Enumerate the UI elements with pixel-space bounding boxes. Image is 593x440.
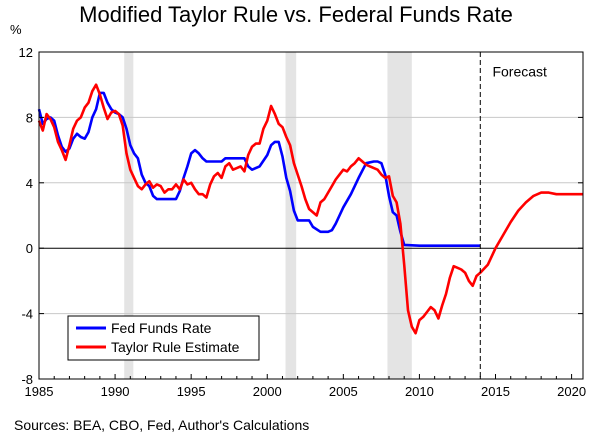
series-line-fed-funds (37, 91, 481, 247)
y-tick-label: 4 (26, 176, 33, 191)
y-unit-label: % (10, 22, 22, 37)
x-tick-label: 1985 (25, 384, 54, 399)
x-tick-label: 2015 (481, 384, 510, 399)
source-note: Sources: BEA, CBO, Fed, Author's Calcula… (14, 417, 309, 433)
legend-label-taylor-rule: Taylor Rule Estimate (111, 339, 240, 355)
chart-title: Modified Taylor Rule vs. Federal Funds R… (79, 2, 513, 27)
x-axis-ticks: 1985 1990 1995 2000 2005 2010 2015 2020 (25, 374, 586, 399)
gridlines (39, 116, 583, 315)
x-tick-label: 2010 (405, 384, 434, 399)
x-tick-label: 2005 (329, 384, 358, 399)
y-tick-label: -8 (21, 372, 33, 387)
series-lines (37, 83, 583, 335)
y-tick-label: 0 (26, 241, 33, 256)
y-tick-label: 8 (26, 110, 33, 125)
recession-band-1 (285, 52, 297, 379)
legend: Fed Funds Rate Taylor Rule Estimate (67, 315, 260, 361)
y-tick-label: 12 (19, 45, 33, 60)
legend-box (67, 315, 260, 361)
series-line-taylor-rule (37, 83, 583, 335)
plot-frame (38, 51, 584, 380)
y-axis-ticks: -8 -4 0 4 8 12 (19, 45, 583, 387)
x-tick-label: 1990 (101, 384, 130, 399)
x-tick-label: 1995 (177, 384, 206, 399)
recession-band-0 (124, 52, 134, 379)
legend-label-fed-funds: Fed Funds Rate (111, 320, 212, 336)
y-tick-label: -4 (21, 307, 33, 322)
forecast-annotation: Forecast (492, 64, 547, 80)
x-tick-label: 2020 (557, 384, 586, 399)
x-tick-label: 2000 (253, 384, 282, 399)
